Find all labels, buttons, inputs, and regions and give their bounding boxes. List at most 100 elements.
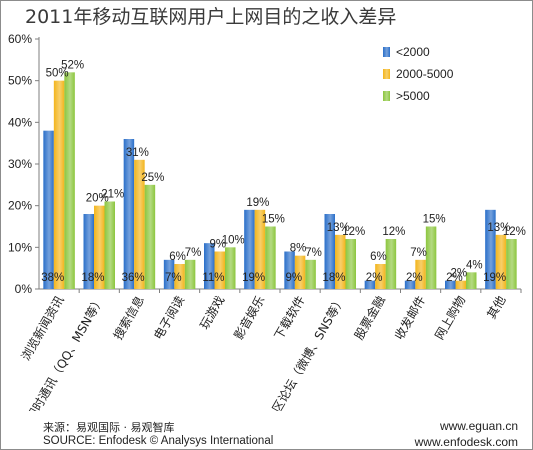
bar-0-0 xyxy=(43,130,54,289)
bar-0-9 xyxy=(404,280,416,289)
website-link-eguan[interactable]: www.eguan.cn xyxy=(439,419,518,433)
data-label: 7% xyxy=(410,247,427,259)
bar-1-4 xyxy=(214,251,225,289)
x-category-label: 浏览新闻资讯 xyxy=(18,293,67,363)
data-label: 2% xyxy=(446,272,463,284)
bar-1-5 xyxy=(254,209,266,289)
data-label: 13% xyxy=(327,222,350,234)
data-label: 50% xyxy=(46,68,69,80)
source-cn: 来源：易观国际 · 易观智库 xyxy=(43,421,175,434)
x-category-label: 网上购物 xyxy=(431,293,468,342)
y-tick-label: 30% xyxy=(8,157,32,171)
data-label: 18% xyxy=(322,272,345,284)
bar-1-3 xyxy=(174,264,185,289)
legend-swatch xyxy=(383,91,390,101)
bar-2-9 xyxy=(425,226,437,289)
bar-2-11 xyxy=(506,239,517,289)
bar-2-7 xyxy=(345,239,356,289)
bar-0-8 xyxy=(364,280,376,289)
bar-2-8 xyxy=(385,239,397,289)
data-label: 11% xyxy=(202,272,224,284)
data-label: 12% xyxy=(382,226,405,238)
x-category-label: 下载软件 xyxy=(272,294,308,343)
bar-1-10 xyxy=(455,280,466,289)
data-label: 38% xyxy=(41,272,64,284)
data-label: 8% xyxy=(290,243,307,255)
data-label: 2% xyxy=(450,268,467,280)
data-label: 7% xyxy=(305,247,322,259)
x-category-label: 股票金融 xyxy=(351,293,388,342)
data-label: 31% xyxy=(126,147,149,159)
data-label: 2% xyxy=(366,272,383,284)
data-label: 19% xyxy=(242,272,265,284)
data-label: 12% xyxy=(503,226,526,238)
y-tick-label: 10% xyxy=(8,240,32,254)
data-label: 25% xyxy=(141,172,164,184)
data-label: 13% xyxy=(487,222,510,234)
data-label: 12% xyxy=(342,226,365,238)
data-label: 19% xyxy=(246,197,269,209)
data-label: 18% xyxy=(81,272,104,284)
x-category-label: 影音娱乐 xyxy=(231,293,268,342)
source-en: SOURCE: Enfodesk © Analysys Internationa… xyxy=(43,435,274,447)
bar-0-4 xyxy=(204,243,215,289)
data-label: 36% xyxy=(122,272,145,284)
data-label: 7% xyxy=(185,247,202,259)
bar-0-11 xyxy=(485,209,496,289)
x-category-label: 社区论坛（微博、SNS等） xyxy=(263,293,348,411)
data-label: 10% xyxy=(222,234,245,246)
bar-0-5 xyxy=(244,209,255,289)
bar-2-2 xyxy=(144,184,156,289)
bar-0-1 xyxy=(83,214,94,289)
data-label: 2% xyxy=(406,272,423,284)
data-label: 19% xyxy=(483,272,506,284)
data-label: 15% xyxy=(423,214,446,226)
data-label: 52% xyxy=(61,59,84,71)
data-label: 9% xyxy=(209,239,226,251)
y-tick-label: 20% xyxy=(8,199,32,213)
bar-0-10 xyxy=(445,280,456,289)
x-category-label: 玩游戏 xyxy=(197,294,227,332)
bar-1-8 xyxy=(375,264,386,289)
data-label: 6% xyxy=(370,251,387,263)
bar-1-6 xyxy=(294,255,306,289)
x-category-label: 其他 xyxy=(484,293,508,321)
bar-2-5 xyxy=(265,226,276,289)
data-label: 21% xyxy=(101,189,124,201)
bar-1-2 xyxy=(134,159,145,289)
legend-label: 2000-5000 xyxy=(396,67,454,81)
bar-2-10 xyxy=(466,272,477,289)
legend-swatch xyxy=(383,47,390,57)
bar-2-3 xyxy=(184,259,196,289)
data-label: 15% xyxy=(262,214,285,226)
bar-0-7 xyxy=(324,214,335,289)
bar-2-0 xyxy=(64,72,75,289)
data-label: 20% xyxy=(86,193,109,205)
data-label: 7% xyxy=(165,272,182,284)
website-link-enfodesk[interactable]: www.enfodesk.com xyxy=(414,435,518,449)
bar-2-1 xyxy=(104,201,115,289)
y-tick-label: 0% xyxy=(15,282,33,296)
bar-0-6 xyxy=(284,251,295,289)
data-label: 9% xyxy=(285,272,302,284)
chart-title: 2011年移动互联网用户上网目的之收入差异 xyxy=(25,6,397,28)
legend-swatch xyxy=(383,69,390,79)
bar-1-1 xyxy=(94,205,105,289)
bar-1-9 xyxy=(415,259,426,289)
bar-0-2 xyxy=(123,139,135,289)
x-category-label: 收发邮件 xyxy=(391,293,428,342)
y-tick-label: 50% xyxy=(8,74,32,88)
chart-footer: 来源：易观国际 · 易观智库 SOURCE: Enfodesk © Analys… xyxy=(1,411,532,449)
bar-2-4 xyxy=(225,247,236,289)
bar-1-0 xyxy=(53,80,65,290)
bar-1-11 xyxy=(495,234,507,289)
data-label: 6% xyxy=(169,251,186,263)
y-tick-label: 40% xyxy=(8,115,32,129)
y-tick-label: 60% xyxy=(8,32,32,46)
bar-0-3 xyxy=(163,259,175,289)
chart-plot: 0%10%20%30%40%50%60%38%50%52%浏览新闻资讯18%20… xyxy=(8,32,526,411)
x-category-label: 搜索信息 xyxy=(110,293,147,342)
legend-label: >5000 xyxy=(396,89,430,103)
data-label: 4% xyxy=(466,259,483,271)
